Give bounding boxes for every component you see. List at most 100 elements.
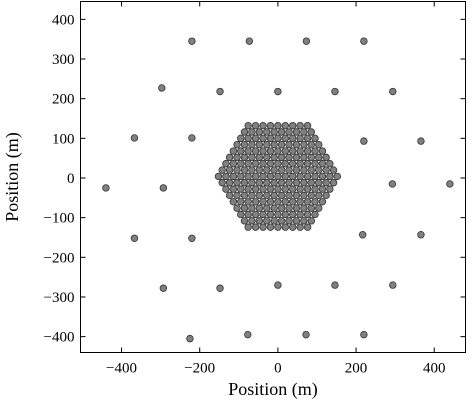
antenna-point: [229, 172, 238, 181]
antenna-point: [318, 198, 327, 206]
antenna-point: [292, 128, 301, 136]
antenna-point: [245, 37, 254, 45]
antenna-point: [233, 191, 241, 200]
antenna-point: [266, 121, 275, 130]
antenna-point: [281, 210, 290, 219]
antenna-point: [281, 223, 290, 231]
antenna-point: [251, 172, 260, 181]
antenna-point: [237, 172, 245, 181]
antenna-point: [285, 217, 293, 225]
antenna-point: [251, 210, 260, 219]
antenna-point: [329, 166, 338, 174]
antenna-point: [300, 191, 308, 200]
antenna-point: [270, 166, 278, 174]
plot-frame: [80, 1, 466, 353]
antenna-point: [274, 210, 282, 219]
antenna-point: [251, 223, 260, 231]
antenna-point: [270, 153, 278, 162]
antenna-point: [285, 166, 293, 174]
antenna-point: [292, 140, 301, 149]
y-tick-label: 200: [52, 92, 75, 108]
antenna-point: [244, 330, 252, 339]
antenna-point: [266, 223, 275, 231]
antenna-point: [240, 166, 249, 174]
y-tick-label: −300: [44, 290, 75, 306]
antenna-point: [270, 217, 278, 225]
antenna-point: [307, 140, 316, 149]
antenna-point: [285, 140, 293, 149]
antenna-point: [240, 179, 249, 187]
antenna-point: [274, 281, 282, 289]
antenna-point: [248, 204, 256, 212]
y-tick-label: 300: [52, 52, 75, 68]
antenna-point: [360, 330, 368, 339]
y-tick-label: 0: [67, 171, 75, 187]
antenna-point: [322, 179, 330, 187]
antenna-point: [159, 284, 168, 292]
antenna-point: [214, 172, 223, 181]
antenna-point: [274, 134, 282, 143]
antenna-point: [259, 223, 267, 231]
antenna-point: [333, 172, 341, 181]
antenna-point: [255, 153, 264, 162]
antenna-point: [233, 166, 241, 174]
antenna-point: [296, 185, 304, 193]
antenna-point: [303, 172, 312, 181]
antenna-point: [311, 160, 319, 168]
antenna-point: [281, 121, 290, 130]
antenna-point: [289, 185, 297, 193]
antenna-point: [285, 179, 293, 187]
antenna-point: [277, 217, 286, 225]
antenna-point: [248, 128, 256, 136]
y-tick-label: 100: [52, 131, 75, 147]
antenna-point: [216, 87, 224, 96]
antenna-point: [359, 231, 367, 239]
antenna-point: [315, 191, 323, 200]
antenna-point: [326, 185, 334, 193]
antenna-point: [277, 191, 286, 200]
antenna-point: [289, 121, 297, 130]
antenna-point: [248, 153, 256, 162]
antenna-point: [300, 166, 308, 174]
antenna-point: [274, 172, 282, 181]
antenna-point: [296, 134, 304, 143]
antenna-point: [289, 210, 297, 219]
antenna-point: [277, 204, 286, 212]
antenna-point: [315, 179, 323, 187]
antenna-point: [285, 204, 293, 212]
antenna-point: [244, 147, 252, 155]
antenna-point: [311, 198, 319, 206]
antenna-point: [251, 121, 260, 130]
antenna-point: [240, 191, 249, 200]
antenna-point: [274, 185, 282, 193]
antenna-point: [240, 204, 249, 212]
antenna-point: [296, 198, 304, 206]
antenna-point: [270, 191, 278, 200]
antenna-point: [266, 198, 275, 206]
antenna-point: [296, 121, 304, 130]
antenna-point: [266, 185, 275, 193]
antenna-point: [216, 284, 224, 292]
antenna-point: [307, 128, 316, 136]
antenna-point: [307, 153, 316, 162]
antenna-point: [281, 160, 290, 168]
antenna-point: [300, 217, 308, 225]
antenna-point: [233, 140, 241, 149]
antenna-point: [388, 180, 397, 188]
antenna-point: [318, 172, 327, 181]
antenna-point: [244, 172, 252, 181]
antenna-point: [307, 166, 316, 174]
antenna-point: [225, 191, 234, 200]
antenna-point: [251, 147, 260, 155]
antenna-point: [303, 121, 312, 130]
antenna-point: [263, 153, 271, 162]
antenna-point: [229, 160, 238, 168]
antenna-point: [318, 147, 327, 155]
antenna-point: [292, 166, 301, 174]
antenna-point: [251, 134, 260, 143]
antenna-point: [322, 166, 330, 174]
antenna-point: [240, 153, 249, 162]
antenna-point: [311, 172, 319, 181]
antenna-point: [300, 204, 308, 212]
